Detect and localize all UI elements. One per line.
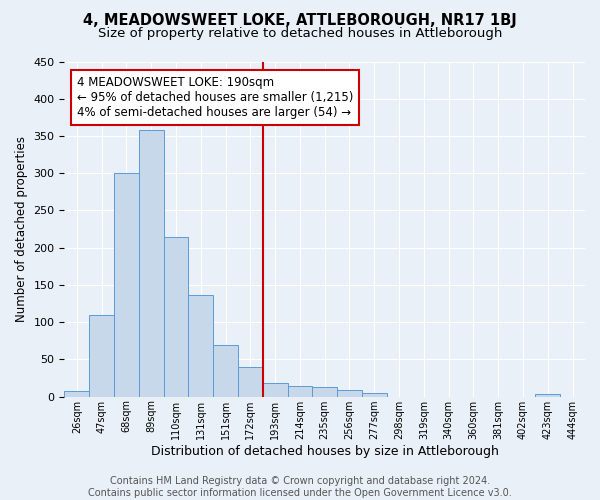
Bar	[164, 238, 188, 396]
Text: 4, MEADOWSWEET LOKE, ATTLEBOROUGH, NR17 1BJ: 4, MEADOWSWEET LOKE, ATTLEBOROUGH, NR17 …	[83, 12, 517, 28]
Bar	[213, 344, 238, 397]
X-axis label: Distribution of detached houses by size in Attleborough: Distribution of detached houses by size …	[151, 444, 499, 458]
Bar	[362, 393, 386, 396]
Bar	[263, 384, 287, 396]
Bar	[313, 387, 337, 396]
Text: Contains HM Land Registry data © Crown copyright and database right 2024.
Contai: Contains HM Land Registry data © Crown c…	[88, 476, 512, 498]
Bar	[337, 390, 362, 396]
Text: Size of property relative to detached houses in Attleborough: Size of property relative to detached ho…	[98, 28, 502, 40]
Y-axis label: Number of detached properties: Number of detached properties	[15, 136, 28, 322]
Bar	[139, 130, 164, 396]
Bar	[89, 314, 114, 396]
Bar	[287, 386, 313, 396]
Bar	[188, 296, 213, 396]
Bar	[64, 390, 89, 396]
Bar	[535, 394, 560, 396]
Bar	[238, 367, 263, 396]
Bar	[114, 173, 139, 396]
Text: 4 MEADOWSWEET LOKE: 190sqm
← 95% of detached houses are smaller (1,215)
4% of se: 4 MEADOWSWEET LOKE: 190sqm ← 95% of deta…	[77, 76, 353, 120]
